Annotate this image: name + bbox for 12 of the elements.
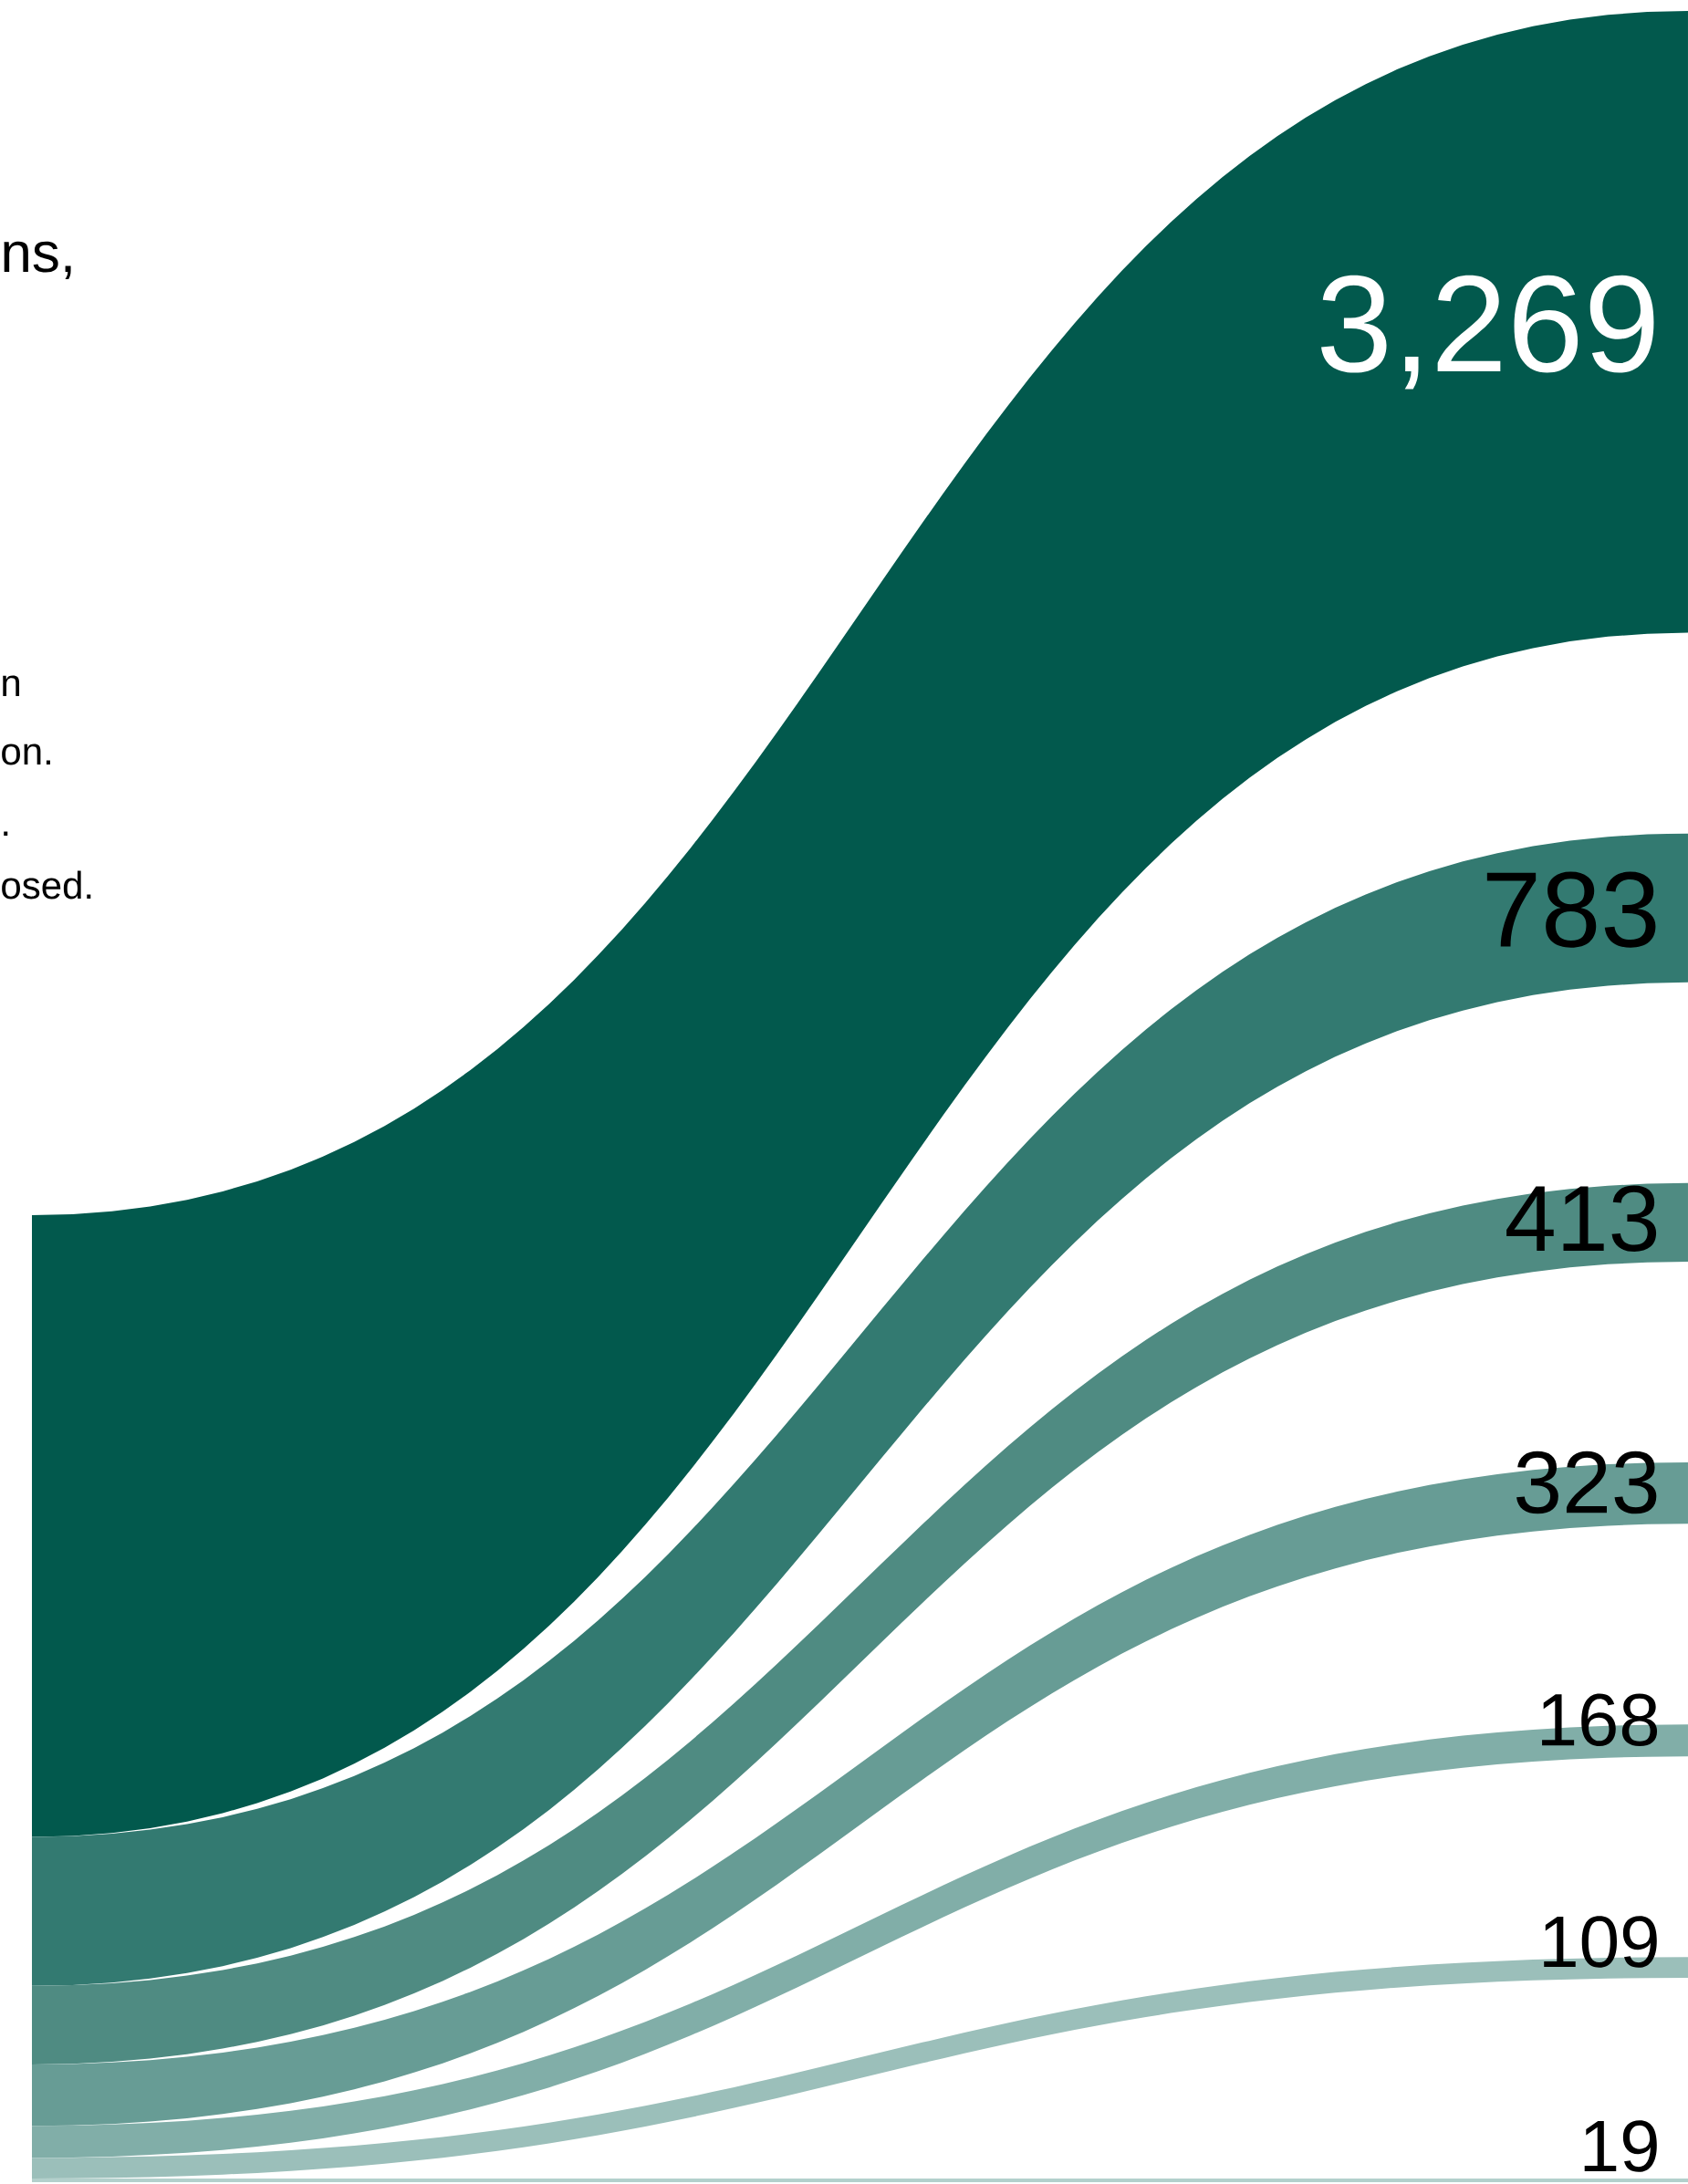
data-label: 413 (1506, 1185, 1657, 1252)
data-label: 168 (1542, 1693, 1658, 1747)
text: ns, (4, 241, 71, 279)
data-label: 19 (1584, 2120, 1657, 2172)
text: . (4, 831, 8, 837)
data-label: 783 (1486, 871, 1656, 948)
data-label: 323 (1516, 1451, 1657, 1514)
text: osed. (2, 870, 91, 900)
data-label: 3,269 (1321, 275, 1654, 390)
data-label: 109 (1544, 1916, 1657, 1968)
text: n (3, 675, 20, 697)
text: on. (2, 744, 50, 765)
